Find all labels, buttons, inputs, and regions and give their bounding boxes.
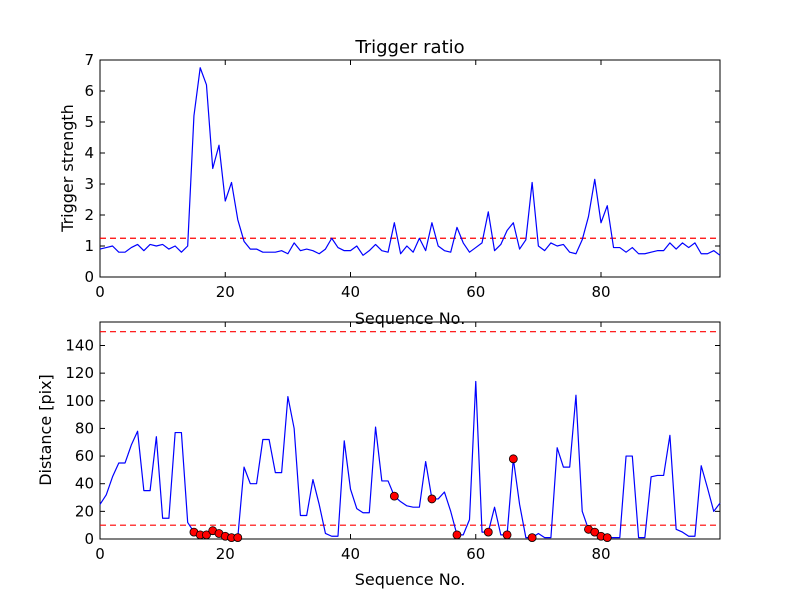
x-axis-label: Sequence No. <box>355 309 466 328</box>
trigger-ratio-chart: Trigger ratio 0 1 2 3 4 5 6 7 0 20 40 60 80 Sequenc… <box>58 37 721 328</box>
y-axis: 0 20 40 60 80 100 120 140 <box>65 336 720 548</box>
x-tick-label: 20 <box>216 283 235 301</box>
y-tick-label: 80 <box>75 419 94 437</box>
y-tick-label: 3 <box>84 175 94 193</box>
x-tick-label: 20 <box>216 545 235 563</box>
series-line <box>99 67 721 256</box>
data-point-marker <box>233 533 243 543</box>
data-point-marker <box>502 530 512 540</box>
y-tick-label: 140 <box>65 336 94 354</box>
x-tick-label: 80 <box>591 545 610 563</box>
y-tick-label: 1 <box>84 237 94 255</box>
y-tick-label: 40 <box>75 475 94 493</box>
y-tick-label: 0 <box>84 268 94 286</box>
data-point-marker <box>452 530 462 540</box>
y-tick-label: 6 <box>84 82 94 100</box>
x-tick-label: 60 <box>466 283 485 301</box>
plot-frame <box>99 59 721 278</box>
y-tick-label: 120 <box>65 364 94 382</box>
y-tick-label: 5 <box>84 113 94 131</box>
x-axis-label: Sequence No. <box>355 570 466 589</box>
y-tick-label: 100 <box>65 392 94 410</box>
y-tick-label: 0 <box>84 530 94 548</box>
series-layer <box>99 67 721 256</box>
series-layer <box>99 380 721 539</box>
data-point-marker <box>389 491 399 501</box>
x-axis: 0 20 40 60 80 <box>95 60 611 301</box>
y-tick-label: 4 <box>84 144 94 162</box>
y-axis-label: Trigger strength <box>58 104 77 233</box>
x-tick-label: 40 <box>341 545 360 563</box>
y-tick-label: 20 <box>75 502 94 520</box>
x-tick-label: 0 <box>95 545 105 563</box>
y-axis: 0 1 2 3 4 5 6 7 <box>84 51 720 286</box>
y-tick-label: 7 <box>84 51 94 69</box>
series-line <box>99 380 721 539</box>
x-axis: 0 20 40 60 80 <box>95 322 611 563</box>
threshold-lines <box>100 331 720 526</box>
y-tick-label: 60 <box>75 447 94 465</box>
data-point-marker <box>602 533 612 543</box>
y-tick-label: 2 <box>84 206 94 224</box>
data-point-marker <box>427 494 437 504</box>
data-point-marker <box>483 527 493 537</box>
x-tick-label: 80 <box>591 283 610 301</box>
data-point-marker <box>508 454 518 464</box>
data-point-marker <box>590 527 600 537</box>
y-axis-label: Distance [pix] <box>36 374 55 486</box>
chart-title: Trigger ratio <box>354 37 464 58</box>
x-tick-label: 60 <box>466 545 485 563</box>
data-point-marker <box>202 530 211 540</box>
plot-frame <box>99 321 721 540</box>
x-tick-label: 0 <box>95 283 105 301</box>
data-point-marker <box>527 533 537 543</box>
distance-chart: 0 20 40 60 80 100 120 140 0 20 40 60 80 Sequence No… <box>36 321 721 589</box>
x-tick-label: 40 <box>341 283 360 301</box>
marker-layer <box>189 454 612 543</box>
